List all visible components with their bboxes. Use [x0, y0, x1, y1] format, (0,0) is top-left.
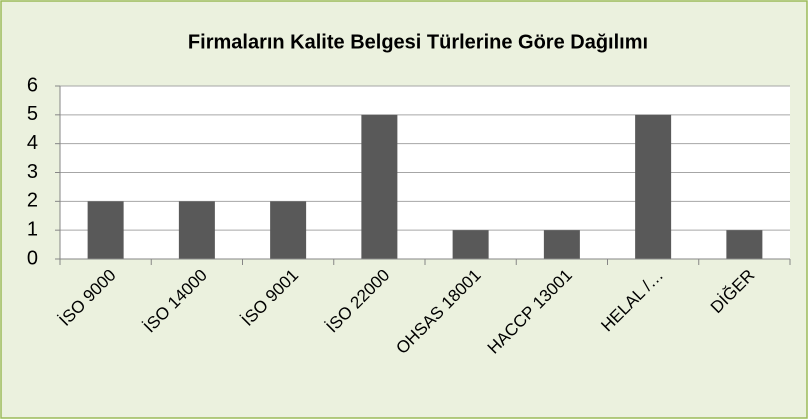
y-tick-label: 3	[27, 161, 38, 183]
bar	[87, 201, 124, 259]
bar	[452, 230, 489, 259]
y-tick-label: 1	[27, 218, 38, 240]
y-tick-label: 4	[27, 132, 38, 154]
y-tick-label: 2	[27, 190, 38, 212]
bar	[270, 201, 307, 259]
bar	[635, 114, 672, 259]
y-tick-label: 0	[27, 247, 38, 269]
bar	[178, 201, 215, 259]
chart-title: Firmaların Kalite Belgesi Türlerine Göre…	[188, 31, 648, 53]
bar	[726, 230, 763, 259]
bar	[361, 114, 398, 259]
y-tick-label: 6	[27, 74, 38, 96]
bar	[543, 230, 580, 259]
y-tick-label: 5	[27, 103, 38, 125]
